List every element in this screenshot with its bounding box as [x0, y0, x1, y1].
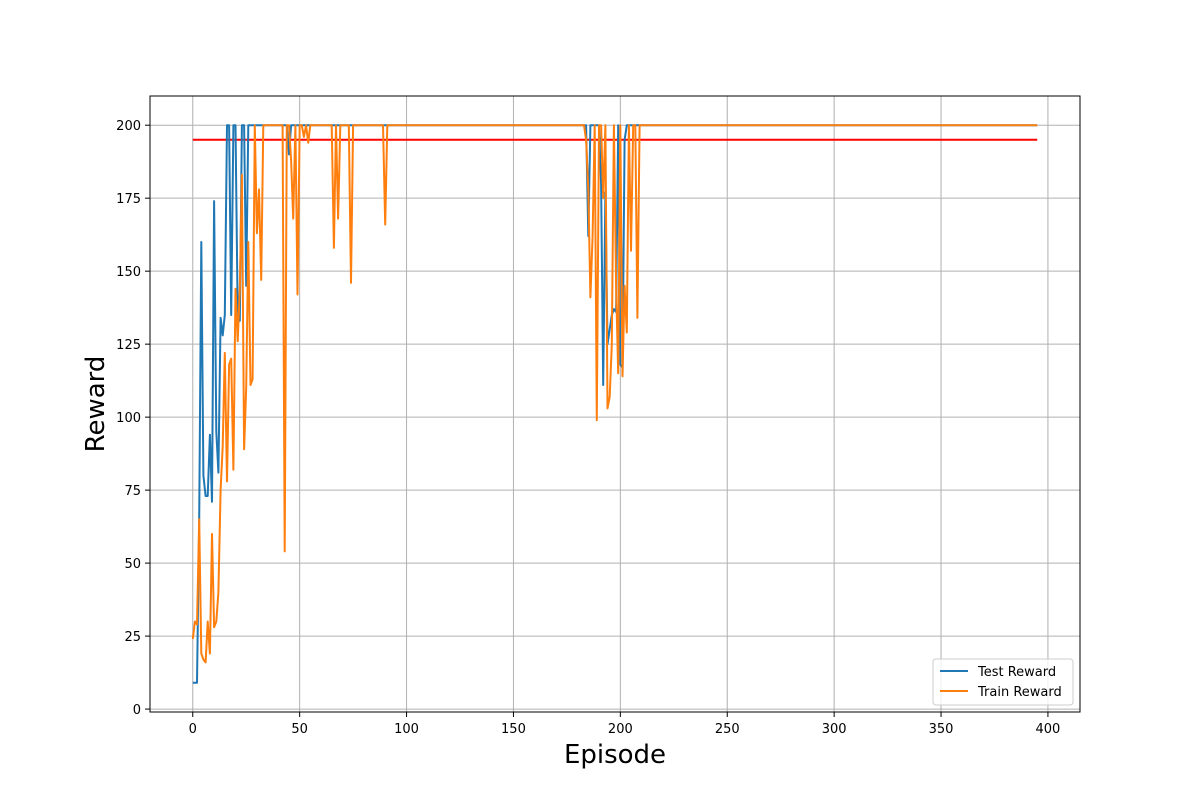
y-tick-label: 75: [124, 484, 141, 499]
y-tick-label: 150: [116, 265, 141, 280]
x-tick-label: 400: [1036, 722, 1061, 737]
y-tick-label: 175: [116, 192, 141, 207]
x-tick-label: 50: [291, 722, 308, 737]
y-tick-label: 125: [116, 338, 141, 353]
y-tick-label: 100: [116, 411, 141, 426]
y-tick-label: 50: [124, 557, 141, 572]
x-tick-label: 100: [394, 722, 419, 737]
x-tick-label: 300: [822, 722, 847, 737]
y-axis-label: Reward: [81, 356, 111, 453]
x-axis-ticks: 0 50 100 150 200 250 300 350 400: [189, 712, 1061, 737]
legend: Test Reward Train Reward: [932, 658, 1074, 706]
y-tick-label: 200: [116, 119, 141, 134]
x-tick-label: 0: [189, 722, 197, 737]
series-line-train-reward: [191, 124, 1038, 664]
x-tick-label: 250: [715, 722, 740, 737]
series-lines: [191, 124, 1038, 684]
grid-lines: [150, 96, 1080, 712]
legend-label-train: Train Reward: [977, 685, 1062, 700]
x-tick-label: 200: [608, 722, 633, 737]
x-tick-label: 150: [501, 722, 526, 737]
y-tick-label: 25: [124, 630, 141, 645]
y-tick-label: 0: [133, 703, 141, 718]
x-tick-label: 350: [929, 722, 954, 737]
plot-area-frame: [149, 95, 1081, 713]
x-axis-label: Episode: [564, 740, 666, 770]
y-axis-ticks: 0 25 50 75 100 125 150 175 200: [116, 119, 150, 718]
legend-label-test: Test Reward: [977, 665, 1056, 680]
